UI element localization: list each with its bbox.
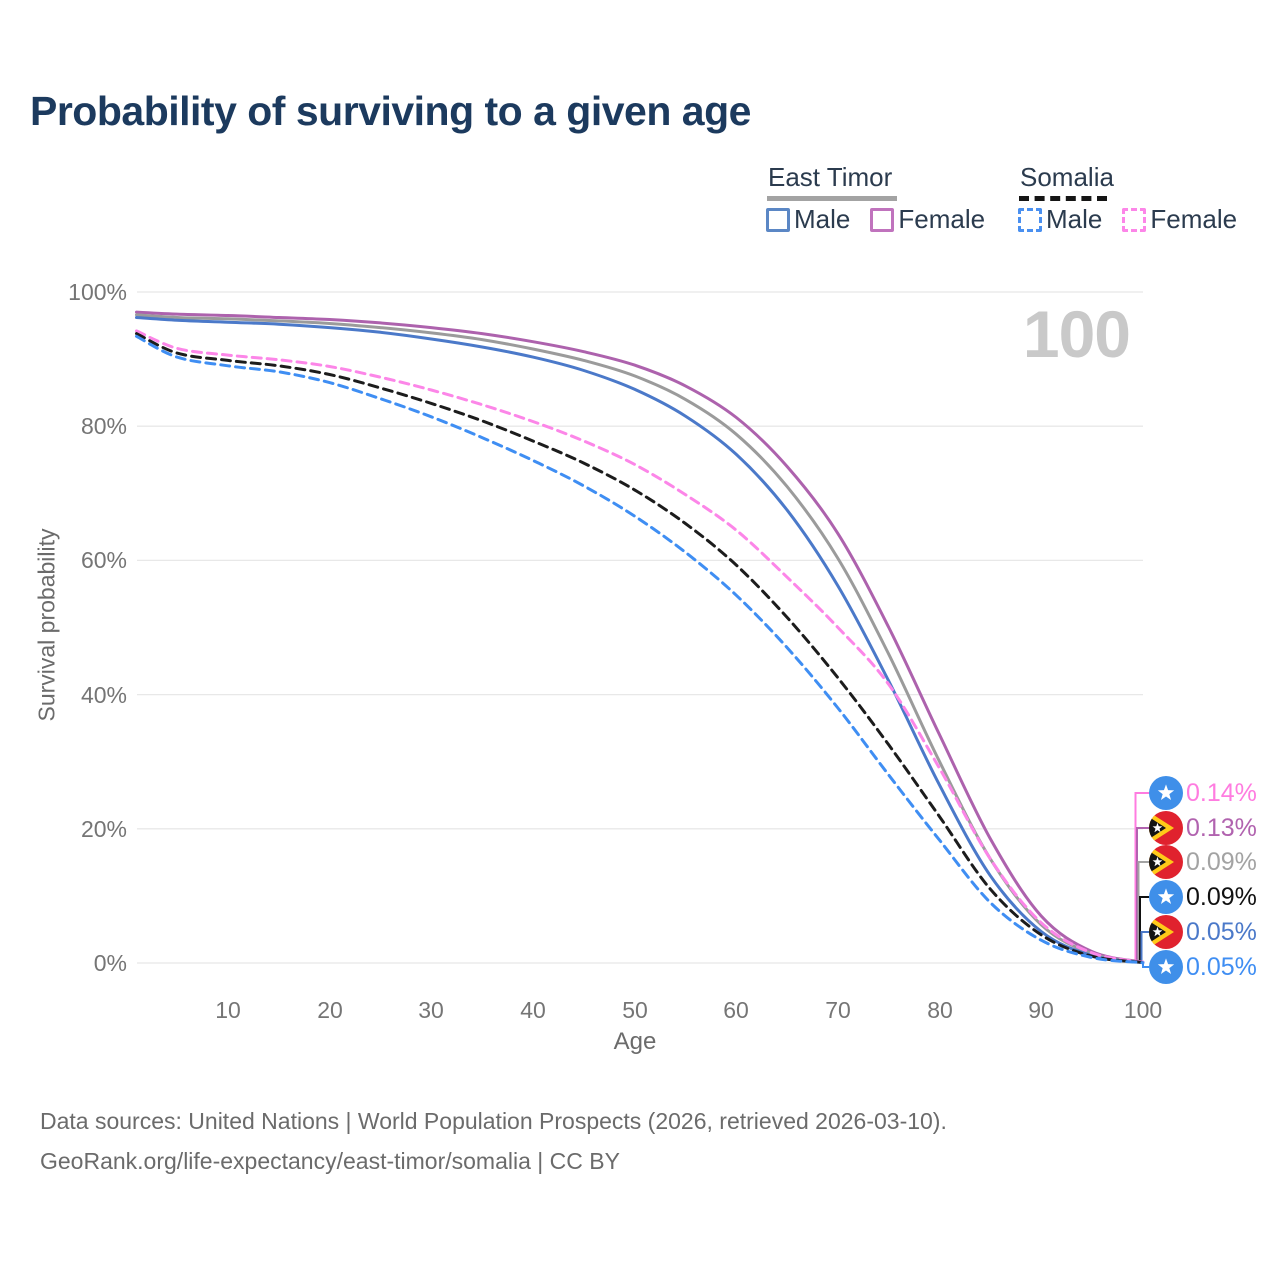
y-axis-title: Survival probability: [33, 528, 60, 722]
y-tick-100: 100%: [68, 279, 127, 305]
legend-group-east-timor-title: East Timor: [768, 162, 893, 192]
x-tick-40: 40: [520, 997, 546, 1023]
y-tick-20: 20%: [80, 816, 127, 842]
somalia-flag-icon: [1149, 880, 1183, 914]
y-tick-80: 80%: [80, 413, 127, 439]
legend-group-somalia-title: Somalia: [1020, 162, 1114, 192]
endpoint-label-somalia-female: 0.14%: [1149, 776, 1257, 810]
x-axis-title: Age: [613, 1028, 657, 1055]
endpoint-value: 0.05%: [1186, 917, 1257, 946]
east-timor-solid-line-swatch: [767, 196, 897, 201]
legend-label-somalia-female: Female: [1150, 204, 1238, 234]
x-tick-20: 20: [317, 997, 343, 1023]
east-timor-female-swatch: [870, 207, 895, 232]
endpoint-label-east-timor-male: 0.05%: [1149, 915, 1257, 949]
data-sources-line: Data sources: United Nations | World Pop…: [40, 1108, 947, 1134]
somalia-female-swatch: [1122, 207, 1147, 232]
endpoint-value: 0.09%: [1186, 847, 1257, 876]
endpoint-label-somalia-all: 0.09%: [1149, 880, 1257, 914]
x-tick-70: 70: [825, 997, 851, 1023]
x-tick-80: 80: [927, 997, 953, 1023]
east-timor-flag-icon: [1149, 845, 1183, 879]
endpoint-value: 0.13%: [1186, 813, 1257, 842]
endpoint-value: 0.05%: [1186, 952, 1257, 981]
legend-row-somalia: Male Female: [1018, 204, 1237, 235]
legend-row-east-timor: Male Female: [766, 204, 985, 235]
y-tick-60: 60%: [80, 547, 127, 573]
y-tick-0: 0%: [93, 950, 127, 976]
page-title: Probability of surviving to a given age: [30, 88, 751, 134]
endpoint-value: 0.14%: [1186, 778, 1257, 807]
endpoint-label-east-timor-female: 0.13%: [1149, 811, 1257, 845]
x-tick-90: 90: [1028, 997, 1054, 1023]
x-tick-30: 30: [418, 997, 444, 1023]
somalia-male-swatch: [1018, 207, 1042, 232]
attribution-line: GeoRank.org/life-expectancy/east-timor/s…: [40, 1148, 620, 1174]
legend-label-east-timor-male: Male: [794, 204, 851, 234]
x-tick-100: 100: [1123, 997, 1163, 1023]
endpoint-label-east-timor-all: 0.09%: [1149, 845, 1257, 879]
x-tick-10: 10: [215, 997, 241, 1023]
east-timor-flag-icon: [1149, 915, 1183, 949]
legend-label-somalia-male: Male: [1046, 204, 1103, 234]
x-tick-50: 50: [622, 997, 648, 1023]
x-tick-60: 60: [723, 997, 749, 1023]
somalia-flag-icon: [1149, 776, 1183, 810]
somalia-flag-icon: [1149, 950, 1183, 984]
age-watermark: 100: [1022, 297, 1131, 371]
somalia-dashed-line-swatch: [1019, 196, 1107, 201]
endpoint-value: 0.09%: [1186, 882, 1257, 911]
y-tick-40: 40%: [80, 682, 127, 708]
east-timor-flag-icon: [1149, 811, 1183, 845]
endpoint-label-somalia-male: 0.05%: [1149, 950, 1257, 984]
east-timor-male-swatch: [766, 207, 790, 232]
legend-label-east-timor-female: Female: [898, 204, 986, 234]
